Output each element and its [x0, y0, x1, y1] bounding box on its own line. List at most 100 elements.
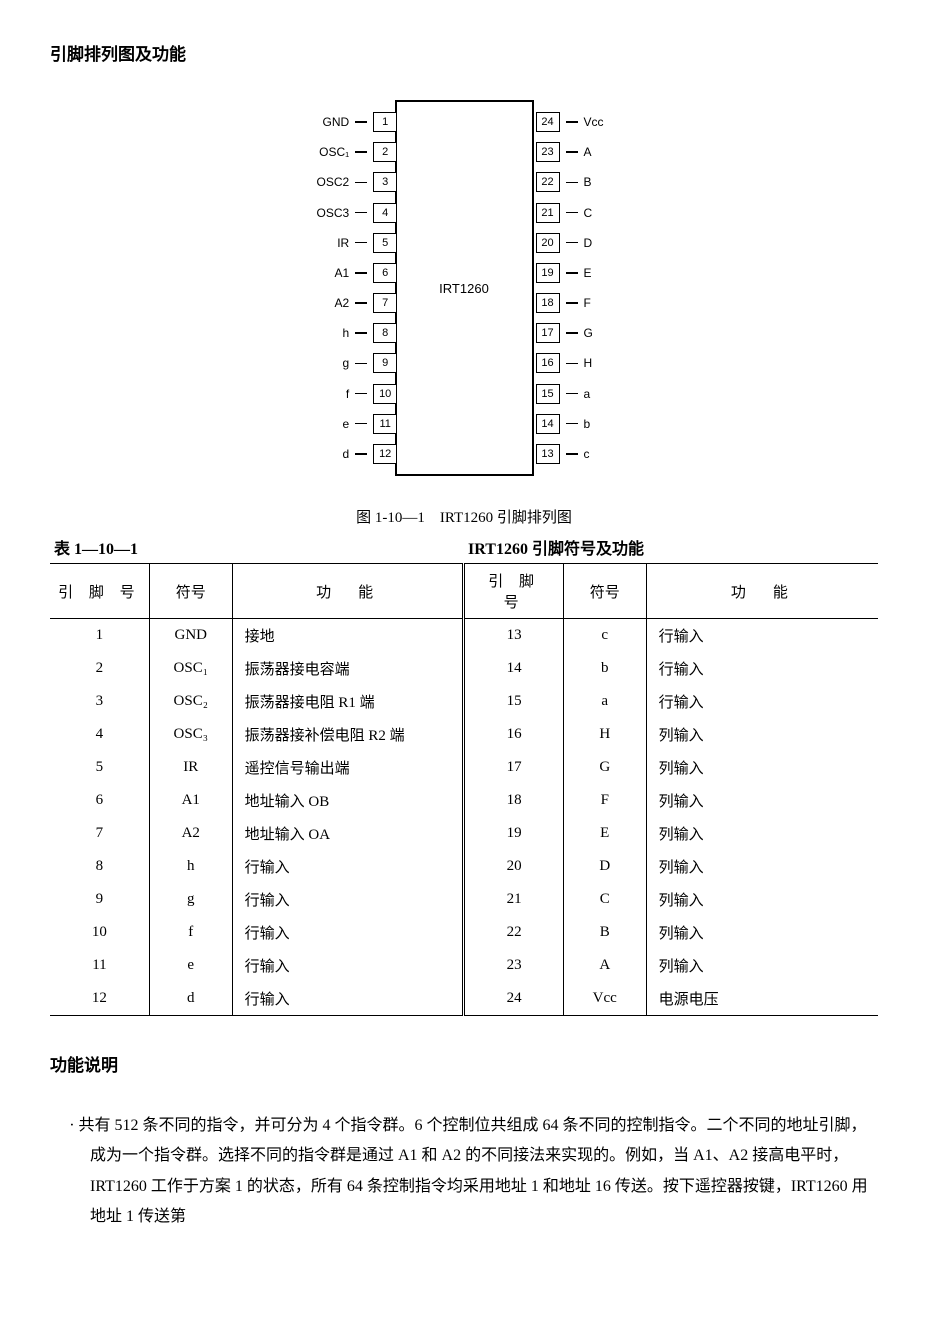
cell-function: 列输入	[646, 949, 878, 982]
pin-row: OSC23	[317, 170, 398, 194]
cell-pin: 9	[50, 883, 149, 916]
pin-lead	[355, 393, 367, 395]
pin-name: G	[584, 326, 612, 340]
th-sym-left: 符号	[149, 564, 232, 619]
pin-row: g9	[321, 351, 397, 375]
cell-symbol: d	[149, 982, 232, 1016]
cell-symbol: E	[563, 817, 646, 850]
pin-row: A2 7	[321, 291, 397, 315]
pin-number-box: 14	[536, 414, 560, 434]
cell-symbol: A	[563, 949, 646, 982]
pin-name: F	[584, 296, 612, 310]
pin-row: 15a	[536, 382, 612, 406]
pin-row: 24Vcc	[536, 110, 612, 134]
cell-symbol: A2	[149, 817, 232, 850]
figure-caption: 图 1-10—1 IRT1260 引脚排列图	[50, 506, 878, 527]
cell-function: 振荡器接补偿电阻 R2 端	[232, 718, 464, 751]
pin-row: 17 G	[536, 321, 612, 345]
th-func-right: 功 能	[646, 564, 878, 619]
pin-row: OSC₁2	[319, 140, 397, 164]
cell-pin: 23	[464, 949, 563, 982]
pin-number-box: 2	[373, 142, 397, 162]
pin-number-box: 11	[373, 414, 397, 434]
chip-diagram: IRT1260 GND1OSC₁2OSC23OSC34IR5A16A27h8g9…	[50, 100, 878, 476]
cell-symbol: GND	[149, 619, 232, 653]
pin-name: D	[584, 236, 612, 250]
pin-number-box: 22	[536, 172, 560, 192]
pin-number-box: 12	[373, 444, 397, 464]
pin-row: 22 B	[536, 170, 612, 194]
pin-name: OSC3	[317, 206, 350, 220]
cell-function: 行输入	[646, 619, 878, 653]
pin-name: A1	[321, 266, 349, 280]
cell-symbol: B	[563, 916, 646, 949]
pin-lead	[355, 363, 367, 365]
pin-number-box: 17	[536, 323, 560, 343]
cell-function: 行输入	[232, 949, 464, 982]
body-paragraph: · 共有 512 条不同的指令，并可分为 4 个指令群。6 个控制位共组成 64…	[50, 1111, 878, 1233]
th-pin-left: 引 脚 号	[50, 564, 149, 619]
pin-number-box: 19	[536, 263, 560, 283]
cell-pin: 20	[464, 850, 563, 883]
pin-lead	[355, 423, 367, 425]
pin-lead	[566, 272, 578, 274]
pin-lead	[355, 332, 367, 334]
cell-function: 振荡器接电阻 R1 端	[232, 685, 464, 718]
pin-number-box: 21	[536, 203, 560, 223]
pin-lead	[566, 242, 578, 244]
table-row: 10f行输入22B列输入	[50, 916, 878, 949]
pin-row: e11	[321, 412, 397, 436]
cell-function: 地址输入 OB	[232, 784, 464, 817]
cell-pin: 13	[464, 619, 563, 653]
cell-function: 列输入	[646, 916, 878, 949]
cell-function: 行输入	[232, 850, 464, 883]
cell-pin: 14	[464, 652, 563, 685]
pin-lead	[355, 182, 367, 184]
cell-symbol: D	[563, 850, 646, 883]
cell-function: 列输入	[646, 751, 878, 784]
section-heading-function: 功能说明	[50, 1051, 878, 1076]
pin-lead	[566, 393, 578, 395]
pin-lead	[355, 302, 367, 304]
pin-lead	[355, 151, 367, 153]
pin-lead	[566, 302, 578, 304]
table-header-bar: 表 1—10—1 IRT1260 引脚符号及功能	[50, 535, 878, 559]
cell-symbol: IR	[149, 751, 232, 784]
cell-pin: 2	[50, 652, 149, 685]
table-row: 8h行输入20D列输入	[50, 850, 878, 883]
section-heading-pinout: 引脚排列图及功能	[50, 40, 878, 65]
cell-function: 行输入	[646, 652, 878, 685]
table-row: 7A2地址输入 OA19E列输入	[50, 817, 878, 850]
pin-row: 19 E	[536, 261, 612, 285]
pin-lead	[566, 212, 578, 214]
pin-number-box: 7	[373, 293, 397, 313]
cell-symbol: A1	[149, 784, 232, 817]
cell-pin: 17	[464, 751, 563, 784]
pin-name: B	[584, 175, 612, 189]
pin-number-box: 1	[373, 112, 397, 132]
cell-pin: 4	[50, 718, 149, 751]
pin-name: Vcc	[584, 115, 612, 129]
cell-function: 遥控信号输出端	[232, 751, 464, 784]
table-row: 12d行输入24Vcc电源电压	[50, 982, 878, 1016]
cell-function: 列输入	[646, 718, 878, 751]
pin-number-box: 23	[536, 142, 560, 162]
pin-lead	[566, 332, 578, 334]
cell-symbol: h	[149, 850, 232, 883]
pin-row: 23A	[536, 140, 612, 164]
th-func-left: 功 能	[232, 564, 464, 619]
pin-name: A2	[321, 296, 349, 310]
chip-label: IRT1260	[439, 281, 489, 296]
pin-lead	[566, 182, 578, 184]
cell-symbol: e	[149, 949, 232, 982]
pin-number-box: 9	[373, 353, 397, 373]
pin-name: E	[584, 266, 612, 280]
chip-pins-right: 24Vcc23A22B21C20D19E18F17G16H15a14b13c	[536, 102, 612, 474]
table-row: 3OSC₂振荡器接电阻 R1 端15a行输入	[50, 685, 878, 718]
cell-function: 行输入	[646, 685, 878, 718]
cell-symbol: G	[563, 751, 646, 784]
cell-pin: 1	[50, 619, 149, 653]
cell-symbol: Vcc	[563, 982, 646, 1016]
cell-pin: 11	[50, 949, 149, 982]
pin-name: g	[321, 356, 349, 370]
